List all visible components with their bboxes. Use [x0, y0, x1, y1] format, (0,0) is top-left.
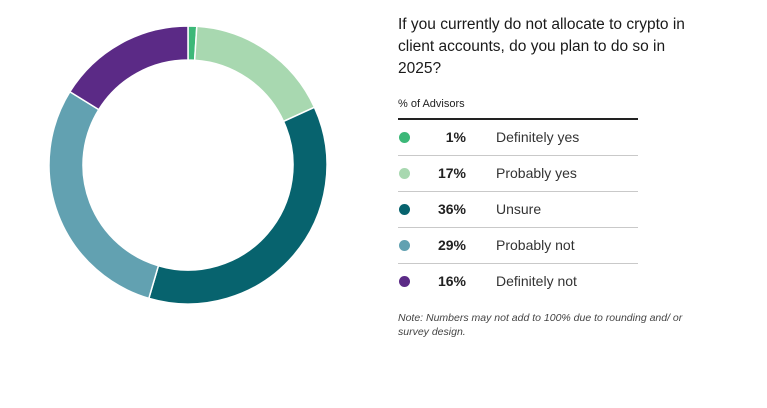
legend-label-definitely-not: Definitely not [496, 272, 577, 289]
legend-top-rule [398, 118, 638, 120]
legend-dot-probably-yes [399, 167, 410, 179]
legend-value-probably-yes: 17% [437, 164, 466, 181]
legend-label-probably-yes: Probably yes [496, 164, 577, 181]
legend-dot-definitely-yes [399, 131, 410, 143]
legend-label-definitely-yes: Definitely yes [496, 128, 580, 145]
legend-table: 1% Definitely yes 17% Probably yes 36% Unsure… [398, 120, 708, 299]
legend-label-probably-not: Probably not [496, 236, 575, 253]
legend-dot-definitely-not [399, 275, 410, 287]
legend-value-definitely-yes: 1% [445, 128, 466, 145]
legend-dot-unsure [399, 203, 410, 215]
legend-dot-probably-not [399, 239, 410, 251]
legend-panel: If you currently do not allocate to cryp… [398, 14, 708, 339]
legend-value-definitely-not: 16% [437, 272, 466, 289]
legend-row-definitely-not: 16% Definitely not [398, 264, 638, 299]
donut-slice-unsure [147, 106, 328, 305]
chart-note: Note: Numbers may not add to 100% due to… [398, 311, 683, 338]
legend-value-probably-not: 29% [437, 236, 466, 253]
legend-row-probably-not: 29% Probably not [398, 228, 638, 264]
donut-slice-definitely-not [68, 25, 189, 111]
donut-slice-probably-yes [193, 25, 316, 123]
chart-subtitle: % of Advisors [398, 98, 465, 110]
donut-slice-probably-not [48, 90, 160, 300]
legend-row-unsure: 36% Unsure [398, 192, 638, 228]
legend-value-unsure: 36% [437, 200, 466, 217]
chart-title: If you currently do not allocate to cryp… [398, 16, 685, 77]
legend-row-definitely-yes: 1% Definitely yes [398, 120, 638, 156]
legend-row-probably-yes: 17% Probably yes [398, 156, 638, 192]
legend-label-unsure: Unsure [496, 200, 542, 217]
donut-chart [48, 25, 328, 305]
